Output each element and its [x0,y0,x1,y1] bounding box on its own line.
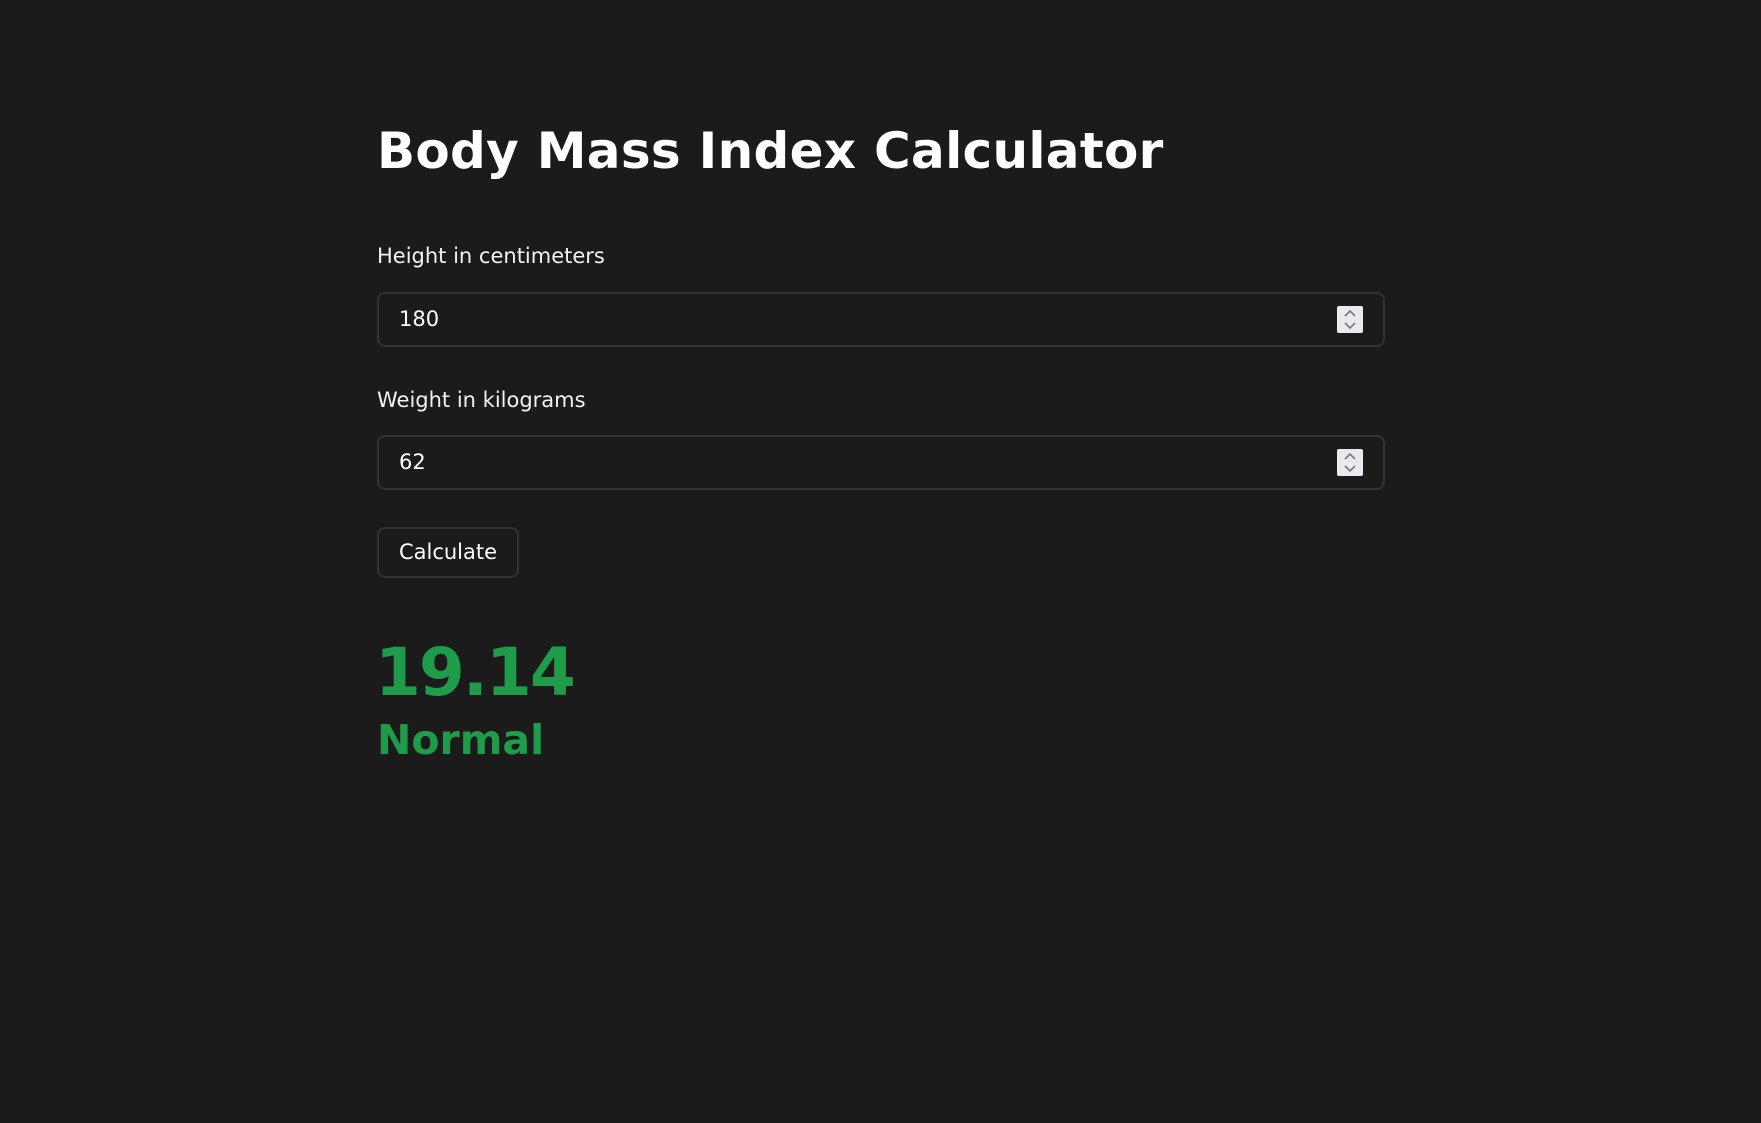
spinner-arrows-icon [1344,309,1356,330]
weight-input[interactable] [379,437,1279,488]
spinner-arrows-icon [1344,452,1356,473]
weight-label: Weight in kilograms [377,388,586,412]
height-input[interactable] [379,294,1279,345]
height-spinner[interactable] [1337,306,1363,333]
weight-field[interactable] [377,435,1385,490]
bmi-result-value: 19.14 [375,634,576,711]
height-label: Height in centimeters [377,244,605,268]
weight-spinner[interactable] [1337,449,1363,476]
page-title: Body Mass Index Calculator [377,122,1164,180]
bmi-result-category: Normal [377,716,545,764]
height-field[interactable] [377,292,1385,347]
calculate-button[interactable]: Calculate [377,527,519,578]
